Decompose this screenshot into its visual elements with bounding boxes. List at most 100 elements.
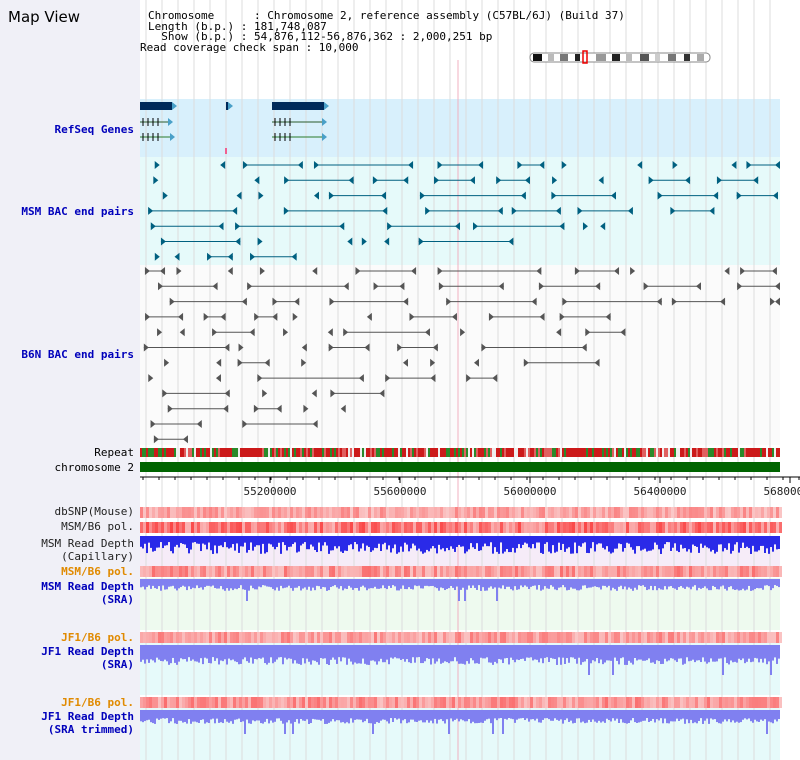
depth-bar: [458, 579, 460, 601]
pol-cell: [533, 697, 536, 708]
pol-cell: [251, 522, 254, 533]
depth-bar: [424, 710, 426, 723]
depth-bar: [480, 645, 482, 658]
depth-bar: [778, 710, 780, 719]
depth-bar: [186, 579, 188, 591]
pol-cell: [638, 507, 641, 518]
repeat-segment: [574, 448, 576, 457]
pol-cell: [284, 522, 287, 533]
depth-bar: [548, 536, 550, 552]
bac-end-marker: [473, 358, 479, 367]
depth-bar: [512, 645, 514, 660]
depth-bar: [620, 536, 622, 545]
repeat-segment: [232, 448, 234, 457]
repeat-segment: [304, 448, 306, 457]
pol-cell: [410, 522, 413, 533]
depth-bar: [324, 645, 326, 659]
bac-end-marker: [294, 297, 300, 306]
depth-bar: [292, 645, 294, 664]
bac-end-marker: [605, 312, 611, 321]
depth-bar: [734, 710, 736, 723]
depth-bar: [484, 710, 486, 721]
depth-bar: [592, 536, 594, 543]
pol-cell: [656, 507, 659, 518]
pol-cell: [170, 697, 173, 708]
depth-bar: [640, 645, 642, 660]
depth-bar: [302, 536, 304, 544]
pol-cell: [188, 697, 191, 708]
depth-bar: [406, 579, 408, 590]
track-label-refseq[interactable]: RefSeq Genes: [54, 123, 134, 136]
depth-bar: [264, 536, 266, 554]
repeat-segment: [778, 448, 780, 457]
pol-cell: [167, 632, 170, 643]
depth-bar: [518, 536, 520, 545]
pol-cell: [722, 522, 725, 533]
pol-cell: [518, 697, 521, 708]
bac-end-marker: [212, 328, 218, 337]
repeat-segment: [390, 448, 392, 457]
depth-bar: [142, 710, 144, 723]
bac-end-marker: [437, 161, 443, 169]
pol-cell: [317, 522, 320, 533]
repeat-segment: [224, 448, 226, 457]
depth-bar: [370, 536, 372, 552]
depth-bar: [288, 536, 290, 547]
repeat-segment: [272, 448, 274, 457]
gene-strand-arrow: [322, 133, 327, 141]
depth-bar: [194, 645, 196, 662]
pol-cell: [359, 507, 362, 518]
repeat-segment: [326, 448, 328, 457]
depth-bar: [224, 536, 226, 543]
depth-bar: [284, 579, 286, 588]
depth-bar: [540, 579, 542, 591]
depth-bar: [346, 536, 348, 551]
repeat-segment: [442, 448, 444, 457]
depth-bar: [504, 579, 506, 590]
pol-cell: [362, 507, 365, 518]
depth-bar: [232, 645, 234, 660]
pol-cell: [410, 697, 413, 708]
depth-bar: [716, 536, 718, 552]
depth-bar: [476, 710, 478, 724]
depth-bar: [398, 579, 400, 591]
depth-bar: [458, 645, 460, 664]
depth-bar: [690, 579, 692, 590]
depth-bar: [490, 710, 492, 724]
depth-bar: [534, 536, 536, 549]
pol-cell: [143, 507, 146, 518]
depth-bar: [684, 645, 686, 664]
repeat-segment: [276, 448, 278, 457]
pol-cell: [452, 566, 455, 577]
depth-bar: [428, 536, 430, 552]
repeat-segment: [160, 448, 162, 457]
repeat-segment: [278, 448, 280, 457]
pol-cell: [461, 697, 464, 708]
track-label-msm-bac[interactable]: MSM BAC end pairs: [21, 205, 134, 218]
track-label-b6n-bac[interactable]: B6N BAC end pairs: [21, 348, 134, 361]
depth-bar: [562, 579, 564, 586]
depth-bar: [196, 579, 198, 586]
repeat-segment: [700, 448, 702, 457]
depth-bar: [382, 579, 384, 586]
depth-bar: [706, 536, 708, 548]
depth-bar: [252, 579, 254, 589]
depth-bar: [414, 536, 416, 546]
depth-bar: [348, 536, 350, 546]
pol-cell: [191, 522, 194, 533]
pol-cell: [500, 522, 503, 533]
repeat-segment: [632, 448, 634, 457]
depth-bar: [458, 710, 460, 722]
repeat-segment: [388, 448, 390, 457]
pol-cell: [314, 522, 317, 533]
depth-bar: [302, 710, 304, 721]
pol-cell: [329, 632, 332, 643]
depth-bar: [410, 579, 412, 589]
depth-bar: [392, 579, 394, 586]
depth-bar: [536, 645, 538, 660]
depth-bar: [652, 645, 654, 663]
depth-bar: [296, 710, 298, 720]
pol-cell: [464, 697, 467, 708]
depth-bar: [376, 645, 378, 665]
